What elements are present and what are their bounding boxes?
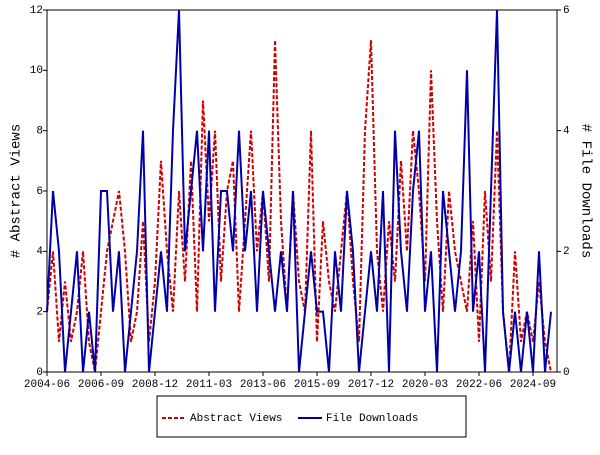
x-tick-label: 2011-03 — [186, 379, 232, 391]
y-tick-label: 6 — [36, 186, 43, 198]
series-line — [46, 40, 552, 373]
legend-label: File Downloads — [326, 413, 418, 425]
legend-box — [156, 395, 467, 438]
y-tick-label: 12 — [30, 5, 43, 17]
y-tick-label: 2 — [36, 307, 43, 319]
y2-tick-label: 0 — [563, 367, 570, 379]
x-tick-label: 2022-06 — [456, 379, 502, 391]
x-tick-label: 2024-09 — [510, 379, 556, 391]
y2-axis-label: # File Downloads — [577, 124, 593, 258]
x-tick-label: 2013-06 — [240, 379, 286, 391]
y2-tick-label: 2 — [563, 246, 570, 258]
x-tick-label: 2008-12 — [132, 379, 178, 391]
x-tick-label: 2006-09 — [78, 379, 124, 391]
x-tick-label: 2020-03 — [402, 379, 448, 391]
y-axis-label: # Abstract Views — [9, 124, 25, 258]
legend-label: Abstract Views — [190, 413, 282, 425]
y-tick-label: 0 — [36, 367, 43, 379]
y-tick-label: 8 — [36, 126, 43, 138]
series-line — [46, 9, 552, 373]
y-tick-label: 10 — [30, 65, 43, 77]
x-tick-label: 2015-09 — [294, 379, 340, 391]
x-tick-label: 2017-12 — [348, 379, 394, 391]
x-tick-label: 2004-06 — [24, 379, 70, 391]
y2-tick-label: 4 — [563, 126, 570, 138]
y2-tick-label: 6 — [563, 5, 570, 17]
y-tick-label: 4 — [36, 246, 43, 258]
